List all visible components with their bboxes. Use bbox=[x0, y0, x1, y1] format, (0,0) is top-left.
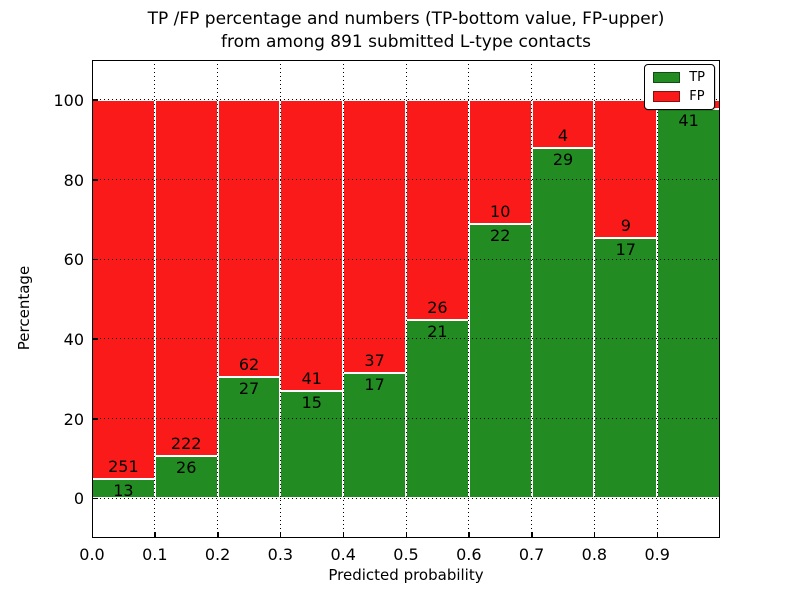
y-tick-label: 40 bbox=[63, 329, 84, 349]
x-axis-label: Predicted probability bbox=[328, 566, 484, 584]
bar-segment-fp bbox=[406, 99, 469, 321]
y-axis-label: Percentage bbox=[15, 265, 33, 351]
bar-label-tp: 22 bbox=[490, 226, 511, 246]
bar-segment-fp bbox=[280, 99, 344, 392]
bar-segment-tp bbox=[468, 224, 532, 499]
vertical-gridline bbox=[279, 60, 281, 538]
bar-label-fp: 10 bbox=[490, 202, 511, 222]
y-tick bbox=[92, 179, 98, 181]
x-tick bbox=[405, 532, 407, 538]
x-tick bbox=[593, 532, 596, 538]
chart-title-line1: TP /FP percentage and numbers (TP-bottom… bbox=[147, 9, 665, 29]
legend: TP FP bbox=[644, 64, 715, 110]
bar-label-tp: 21 bbox=[427, 322, 448, 342]
x-tick bbox=[531, 532, 533, 538]
x-tick-label: 0.7 bbox=[518, 545, 545, 564]
x-tick bbox=[154, 532, 156, 538]
x-tick-label: 0.1 bbox=[142, 545, 168, 564]
legend-item: FP bbox=[653, 90, 705, 103]
chart-title-line2: from among 891 submitted L-type contacts bbox=[220, 31, 591, 52]
bar-segment-fp bbox=[594, 99, 658, 238]
bar-segment-tp bbox=[594, 237, 658, 499]
x-tick-label: 0.6 bbox=[456, 545, 482, 564]
vertical-gridline bbox=[342, 60, 344, 538]
bar-segment-tp bbox=[406, 320, 469, 499]
y-tick bbox=[92, 99, 98, 101]
vertical-gridline bbox=[593, 60, 595, 538]
y-tick bbox=[92, 258, 98, 261]
bar-segment-tp bbox=[343, 372, 406, 499]
vertical-gridline bbox=[468, 60, 470, 538]
horizontal-gridline bbox=[92, 99, 720, 101]
x-tick bbox=[342, 532, 345, 538]
bar-label-tp: 17 bbox=[615, 239, 636, 259]
horizontal-gridline bbox=[92, 258, 720, 260]
bar-label-fp: 251 bbox=[108, 456, 139, 476]
y-tick-label: 80 bbox=[63, 170, 84, 190]
bar-segment-tp bbox=[657, 109, 720, 499]
vertical-gridline bbox=[217, 60, 219, 538]
bar-label-tp: 15 bbox=[301, 393, 322, 413]
y-tick-label: 20 bbox=[63, 409, 84, 429]
bar-label-tp: 17 bbox=[364, 374, 385, 394]
y-tick-label: 60 bbox=[63, 250, 84, 270]
horizontal-gridline bbox=[92, 179, 720, 180]
vertical-gridline bbox=[656, 60, 658, 538]
horizontal-gridline bbox=[92, 497, 720, 499]
x-tick bbox=[468, 532, 470, 538]
y-tick-label: 100 bbox=[53, 90, 84, 110]
fp-color-swatch bbox=[653, 91, 681, 102]
bar-segment-fp bbox=[92, 99, 155, 479]
bar-label-tp: 41 bbox=[678, 111, 699, 131]
plot-area: 13 251 26 222 27 62 15 41 17 37 21 26 22 10 29 4 17 9 41 T… bbox=[92, 60, 720, 538]
bar-label-fp: 37 bbox=[364, 350, 385, 370]
bar-label-fp: 4 bbox=[557, 126, 569, 146]
y-tick bbox=[92, 418, 98, 420]
x-tick-label: 0.2 bbox=[204, 545, 231, 564]
bar-segment-tp bbox=[531, 148, 595, 499]
bar-label-fp: 26 bbox=[427, 298, 448, 318]
legend-label: TP bbox=[689, 70, 705, 85]
bar-segment-fp bbox=[531, 99, 595, 149]
vertical-gridline bbox=[405, 60, 407, 538]
x-tick-label: 0.9 bbox=[644, 545, 670, 564]
bar-label-fp: 9 bbox=[620, 215, 631, 235]
x-tick bbox=[217, 532, 219, 538]
vertical-gridline bbox=[154, 60, 156, 538]
x-tick bbox=[656, 532, 659, 538]
tp-color-swatch bbox=[653, 72, 681, 83]
bar-label-tp: 26 bbox=[176, 458, 197, 478]
bar-label-tp: 27 bbox=[238, 379, 260, 399]
bar-label-tp: 29 bbox=[552, 150, 574, 170]
chart-title: TP /FP percentage and numbers (TP-bottom… bbox=[92, 8, 720, 54]
bar-label-tp: 13 bbox=[113, 480, 134, 500]
legend-item: TP bbox=[653, 71, 705, 84]
legend-label: FP bbox=[689, 89, 705, 104]
x-tick-label: 0.5 bbox=[393, 545, 419, 564]
bar-segment-fp bbox=[154, 99, 218, 457]
bar-segment-tp bbox=[154, 456, 218, 499]
horizontal-gridline bbox=[92, 338, 720, 340]
bar-label-fp: 222 bbox=[170, 434, 202, 454]
bar-label-fp: 41 bbox=[301, 369, 322, 389]
bar-segment-fp bbox=[217, 99, 281, 378]
y-tick bbox=[92, 497, 98, 500]
x-tick bbox=[279, 532, 282, 538]
x-tick-label: 0.0 bbox=[79, 545, 105, 564]
x-tick-label: 0.3 bbox=[267, 545, 294, 564]
y-tick bbox=[92, 338, 98, 340]
bar-segment-fp bbox=[343, 99, 406, 373]
bar-label-fp: 62 bbox=[238, 355, 260, 375]
vertical-gridline bbox=[531, 60, 533, 538]
x-tick-label: 0.4 bbox=[330, 545, 356, 564]
x-tick-label: 0.8 bbox=[581, 545, 608, 564]
y-tick-label: 0 bbox=[73, 489, 84, 509]
horizontal-gridline bbox=[92, 418, 720, 419]
